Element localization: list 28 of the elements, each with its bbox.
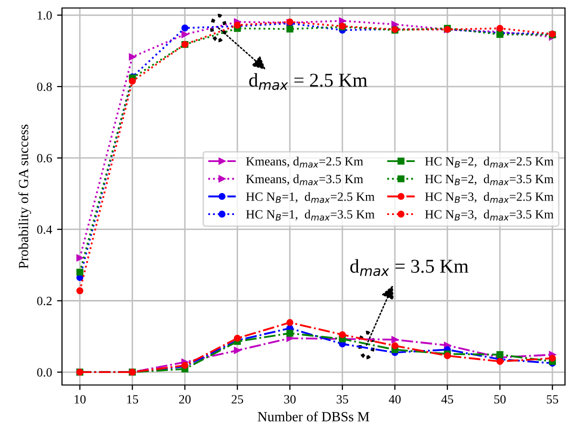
y-tick-label: 0.8 [37,82,52,92]
x-tick-label: 25 [232,395,244,404]
annotation: d$_{max}$ = 2.5 Km [249,73,368,90]
x-tick-label: 10 [74,395,86,404]
x-tick-label: 40 [388,395,401,404]
legend-label: HC N$_{B}$=2, d$_{max}$=2.5 Km [425,156,554,168]
y-axis-title: Probability of GA success [18,124,32,268]
legend-label: Kmeans, d$_{max}$=3.5 Km [246,174,364,186]
x-axis-title: Number of DBSs M [258,411,370,422]
legend-label: HC N$_{B}$=1, d$_{max}$=3.5 Km [246,210,375,221]
x-tick-label: 50 [494,395,506,404]
x-tick-label: 15 [127,395,138,404]
y-tick-label: 0.2 [37,296,52,306]
x-tick-label: 20 [179,395,191,404]
x-tick-label: 55 [546,395,558,404]
legend-label: HC N$_{B}$=1, d$_{max}$=2.5 Km [246,192,375,203]
x-tick-label: 45 [441,395,454,404]
y-tick-label: 0.4 [37,225,52,234]
x-tick-label: 30 [284,395,296,404]
y-tick-label: 1.0 [38,11,52,20]
legend-label: HC N$_{B}$=3, d$_{max}$=3.5 Km [425,210,554,221]
y-tick-label: 0.0 [37,368,52,377]
legend-label: Kmeans, d$_{max}$=2.5 Km [246,156,364,168]
annotation: d$_{max}$ = 3.5 Km [350,259,468,276]
legend-label: HC N$_{B}$=2, d$_{max}$=3.5 Km [425,174,554,186]
x-tick-label: 35 [336,395,348,404]
y-tick-label: 0.6 [37,154,52,162]
legend-label: HC N$_{B}$=3, d$_{max}$=2.5 Km [425,192,554,203]
